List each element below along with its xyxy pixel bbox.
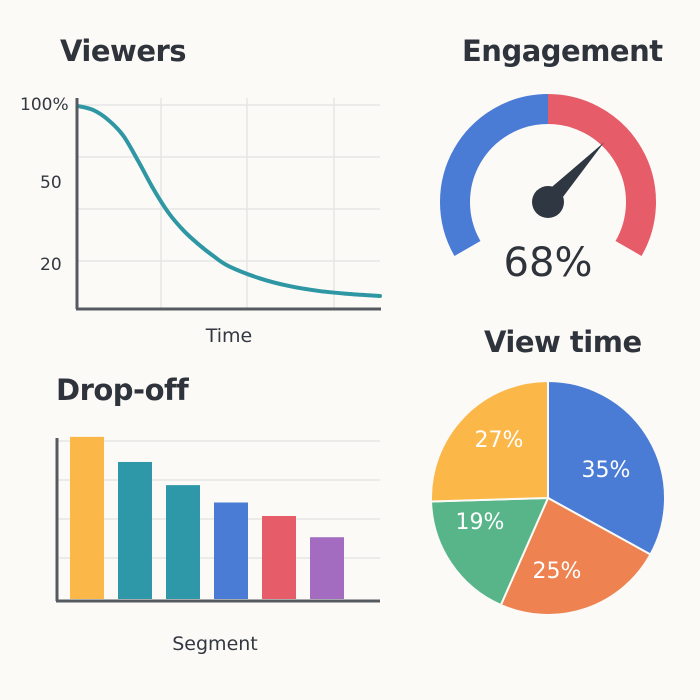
- engagement-gauge-title: Engagement: [462, 34, 663, 68]
- gauge-segment-high: [547, 94, 656, 256]
- viewers-grid: [78, 98, 380, 308]
- pie-slice-label-3: 19%: [456, 510, 505, 535]
- drop-off-bar-3: [166, 485, 200, 599]
- viewers-series-line: [76, 104, 382, 298]
- drop-off-bar-6: [310, 537, 344, 599]
- drop-off-bar-4: [214, 502, 248, 599]
- engagement-value: 68%: [504, 240, 593, 286]
- pie-slice-3: [430, 496, 550, 607]
- drop-off-chart-title: Drop-off: [56, 373, 189, 407]
- view-time-pie-title: View time: [484, 325, 642, 359]
- drop-off-bar-chart: Segment: [55, 436, 380, 655]
- viewers-x-axis-label: Time: [205, 325, 253, 347]
- viewers-y-tick-100: 100%: [20, 95, 69, 115]
- drop-off-bar-2: [118, 461, 152, 599]
- pie-slice-label-1: 35%: [582, 458, 631, 483]
- pie-slice-1: [547, 379, 666, 556]
- engagement-gauge: 68%: [440, 94, 656, 286]
- pie-slice-4: [430, 379, 549, 503]
- drop-off-bar-1: [70, 436, 104, 599]
- pie-slice-label-2: 25%: [533, 559, 582, 584]
- drop-off-x-axis-label: Segment: [172, 633, 258, 655]
- gauge-needle-hub: [532, 186, 564, 218]
- drop-off-bar-5: [262, 516, 296, 599]
- viewers-y-tick-50: 50: [40, 173, 62, 193]
- pie-slice-2: [499, 496, 652, 616]
- viewers-y-tick-20: 20: [40, 255, 62, 275]
- drop-off-bars: [70, 436, 344, 599]
- viewers-line-chart: 100% 50 20 Time: [20, 95, 382, 347]
- view-time-pie-chart: 35% 25% 19% 27%: [430, 379, 666, 616]
- pie-slice-label-4: 27%: [475, 428, 524, 453]
- viewers-chart-title: Viewers: [60, 34, 187, 68]
- gauge-segment-low: [440, 94, 549, 256]
